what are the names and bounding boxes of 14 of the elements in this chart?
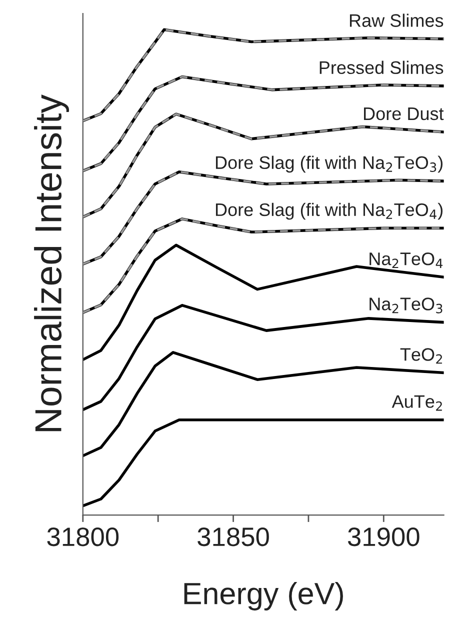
series-label: Pressed Slimes [320,60,444,74]
series-label: Dore Slag (fit with Na$_{2}$TeO$_{3}$) [216,156,443,173]
series-label: Na$_{2}$TeO$_{4}$ [370,252,443,268]
series-label: TeO$_{2}$ [400,348,442,364]
y-axis-title: Normalized Intensity [34,94,70,432]
series-label: Dore Slag (fit with Na$_{2}$TeO$_{4}$) [216,202,443,220]
x-axis-title: Energy (eV) [184,582,343,610]
series-label: Raw Slimes [350,14,444,27]
x-tick-label: 31800 [47,528,119,546]
x-tick-label: 31850 [198,528,269,546]
series-label: Na$_{2}$TeO$_{3}$ [370,298,442,314]
series-label: Dore Dust [364,108,444,120]
series-label: AuTe$_{2}$ [392,395,442,411]
x-tick-label: 31900 [348,528,420,546]
